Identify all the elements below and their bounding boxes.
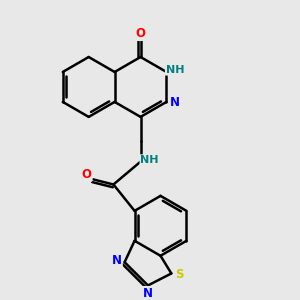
Text: O: O <box>136 27 146 40</box>
Text: N: N <box>142 287 152 300</box>
Text: N: N <box>169 96 179 109</box>
Text: NH: NH <box>140 155 159 165</box>
Text: NH: NH <box>166 65 184 75</box>
Text: S: S <box>175 268 183 281</box>
Text: O: O <box>82 168 92 181</box>
Text: N: N <box>112 254 122 267</box>
